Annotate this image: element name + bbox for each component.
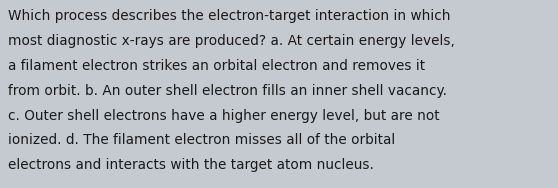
Text: Which process describes the electron-target interaction in which: Which process describes the electron-tar… <box>8 9 451 23</box>
Text: ionized. d. The filament electron misses all of the orbital: ionized. d. The filament electron misses… <box>8 133 396 147</box>
Text: from orbit. b. An outer shell electron fills an inner shell vacancy.: from orbit. b. An outer shell electron f… <box>8 84 448 98</box>
Text: a filament electron strikes an orbital electron and removes it: a filament electron strikes an orbital e… <box>8 59 426 73</box>
Text: electrons and interacts with the target atom nucleus.: electrons and interacts with the target … <box>8 158 374 172</box>
Text: most diagnostic x-rays are produced? a. At certain energy levels,: most diagnostic x-rays are produced? a. … <box>8 34 455 48</box>
Text: c. Outer shell electrons have a higher energy level, but are not: c. Outer shell electrons have a higher e… <box>8 109 440 123</box>
